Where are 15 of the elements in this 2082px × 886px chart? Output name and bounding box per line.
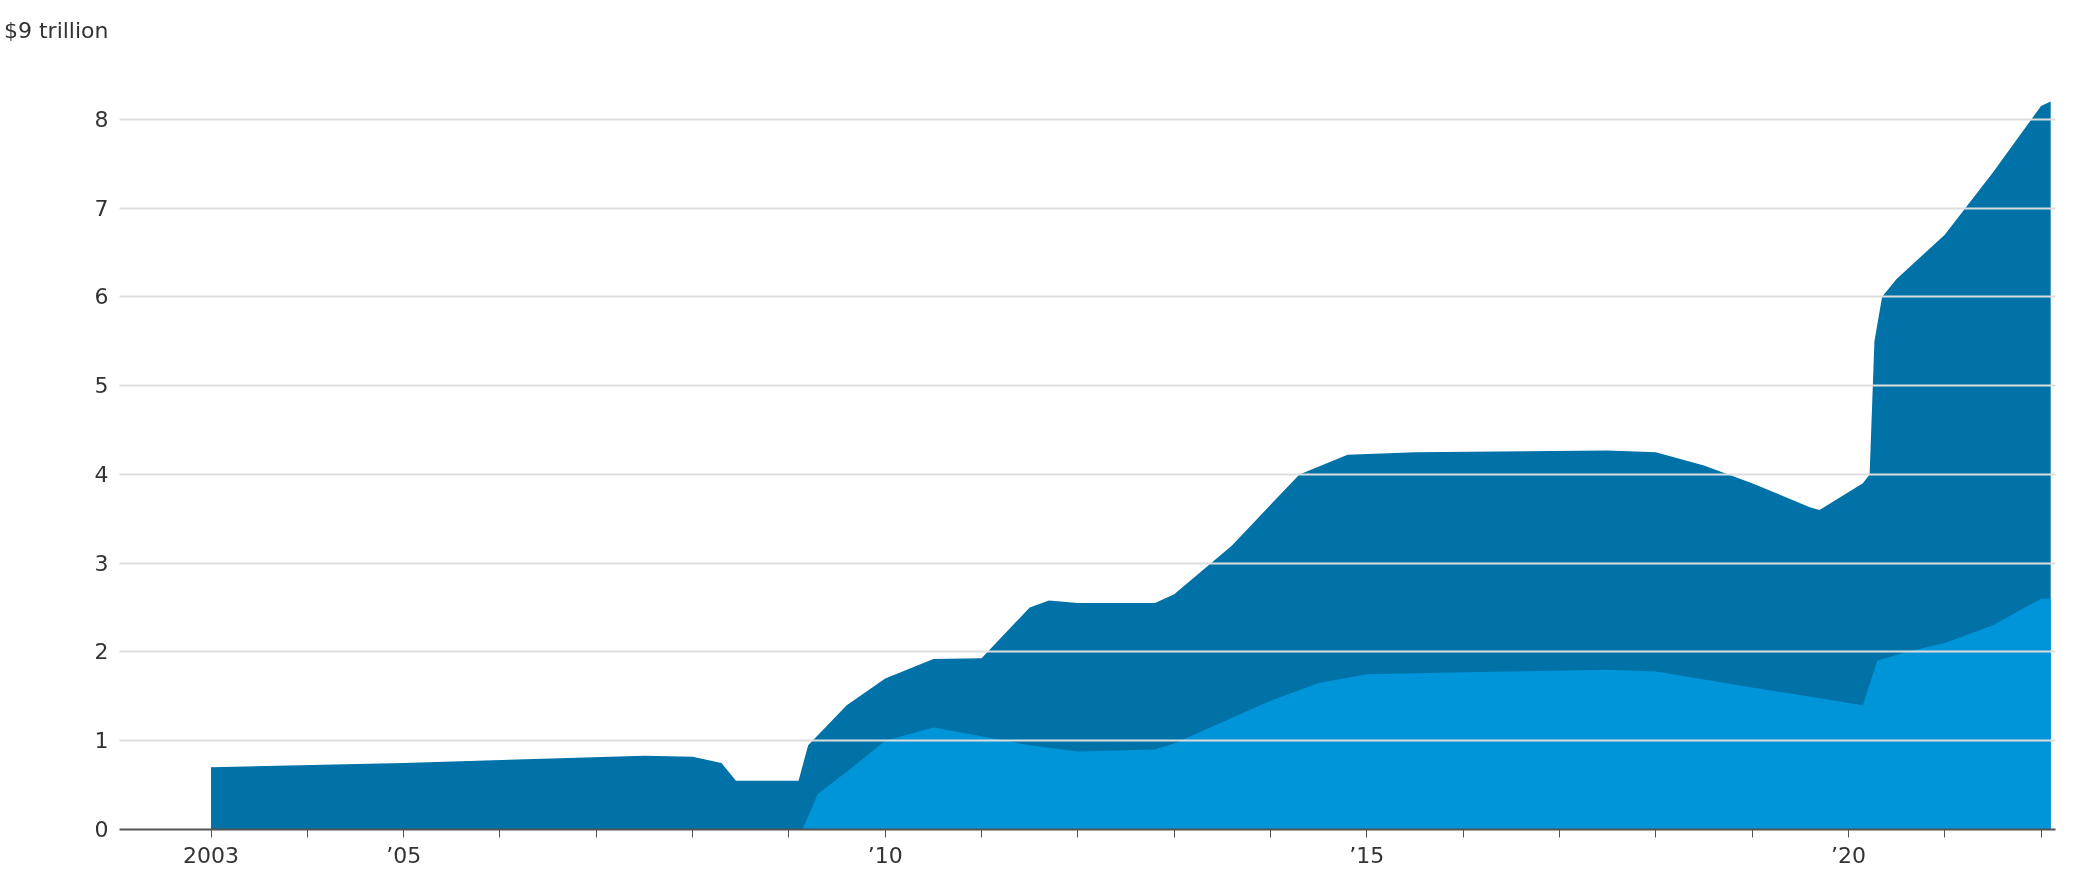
- y-tick-label: 2: [94, 639, 109, 665]
- x-tick-label: ’20: [1830, 842, 1866, 868]
- x-tick-label: ’15: [1349, 842, 1385, 868]
- y-tick-label: 8: [94, 106, 109, 132]
- x-tick-label: ’05: [386, 842, 422, 868]
- y-tick-label: 6: [94, 284, 109, 310]
- y-tick-label: $9 trillion: [3, 18, 109, 43]
- y-tick-label: 0: [94, 817, 109, 842]
- y-tick-label: 7: [94, 195, 109, 221]
- y-tick-label: 3: [94, 550, 109, 576]
- x-tick-label: 2003: [183, 842, 240, 868]
- y-tick-label: 4: [94, 461, 109, 487]
- y-tick-label: 1: [94, 728, 109, 754]
- y-tick-label: 5: [94, 373, 109, 399]
- x-tick-label: ’10: [867, 842, 903, 868]
